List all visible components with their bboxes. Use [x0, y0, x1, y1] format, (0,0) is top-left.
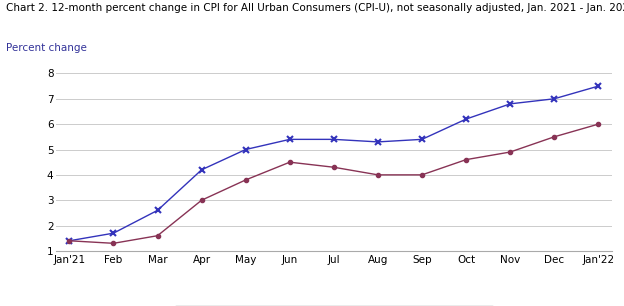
All items: [154, 208, 161, 212]
All items: [550, 97, 558, 101]
All items: [595, 84, 602, 88]
All items less food and energy: [286, 160, 293, 164]
All items: [374, 140, 382, 144]
All items less food and energy: [66, 239, 73, 243]
All items: [66, 239, 73, 243]
All items: [286, 137, 293, 141]
All items less food and energy: [374, 173, 382, 177]
Text: Chart 2. 12-month percent change in CPI for All Urban Consumers (CPI-U), not sea: Chart 2. 12-month percent change in CPI …: [6, 3, 624, 13]
All items: [242, 148, 250, 151]
All items: [507, 102, 514, 106]
All items less food and energy: [550, 135, 558, 139]
All items: [462, 117, 470, 121]
All items: [418, 137, 426, 141]
All items: [110, 231, 117, 235]
All items less food and energy: [462, 158, 470, 162]
All items: [330, 137, 338, 141]
All items less food and energy: [110, 241, 117, 245]
Line: All items: All items: [66, 83, 602, 244]
Text: Percent change: Percent change: [6, 43, 87, 53]
All items less food and energy: [418, 173, 426, 177]
All items less food and energy: [242, 178, 250, 182]
All items: [198, 168, 205, 172]
All items less food and energy: [330, 166, 338, 169]
All items less food and energy: [595, 122, 602, 126]
All items less food and energy: [198, 198, 205, 202]
All items less food and energy: [507, 150, 514, 154]
Line: All items less food and energy: All items less food and energy: [67, 122, 600, 245]
All items less food and energy: [154, 234, 161, 237]
